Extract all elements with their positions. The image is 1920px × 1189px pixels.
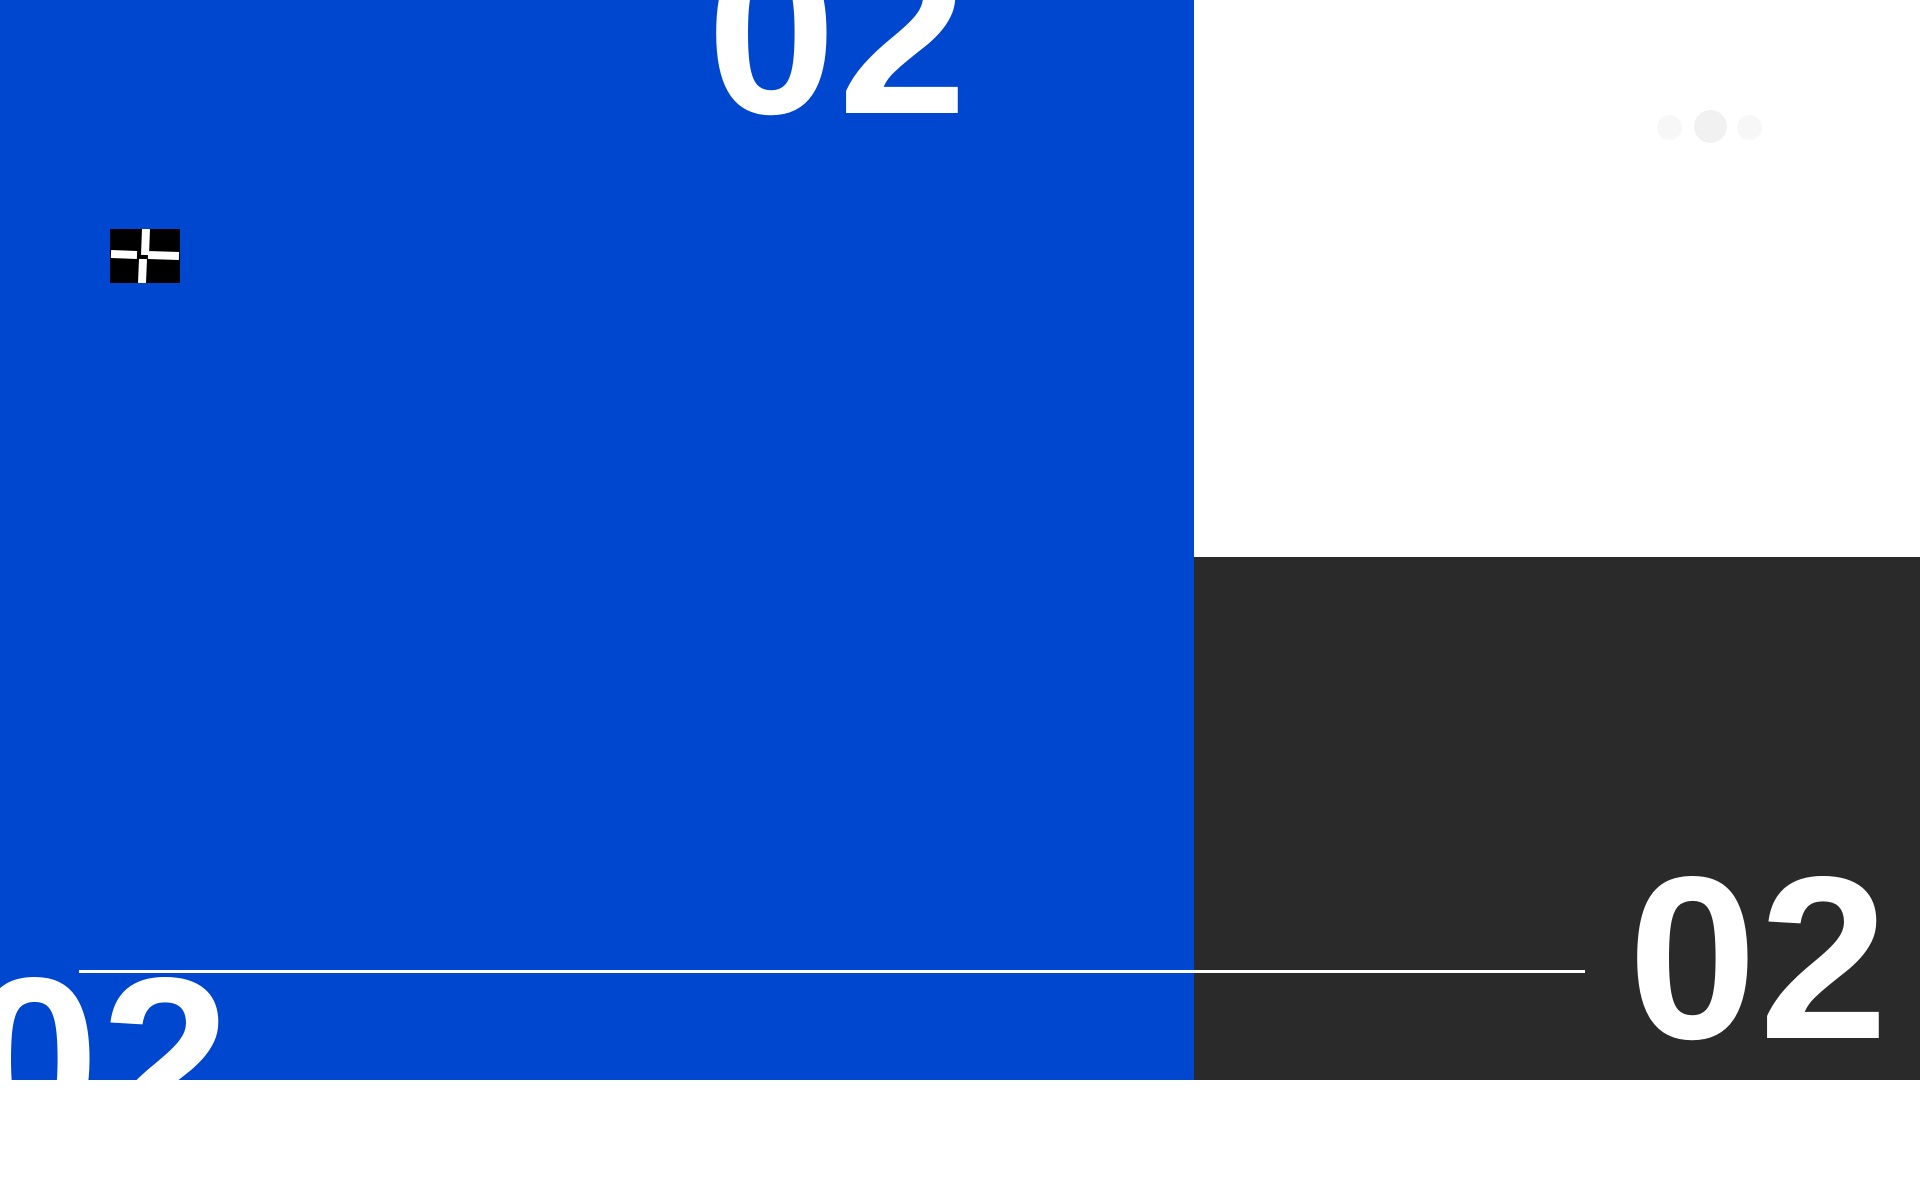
section-number-top: 02	[707, 0, 970, 163]
white-panel	[1194, 0, 1920, 557]
section-number-right: 02	[1628, 829, 1891, 1088]
dot-icon	[1657, 115, 1682, 140]
dot-icon	[1737, 115, 1762, 140]
dark-panel	[1194, 557, 1920, 1080]
grid-icon	[110, 229, 180, 283]
blue-panel	[0, 0, 1194, 1080]
section-number-bottom-left: 02	[0, 930, 233, 1189]
dot-icon	[1694, 110, 1727, 143]
horizontal-divider	[79, 970, 1585, 973]
pagination-dots-icon	[1657, 110, 1763, 144]
